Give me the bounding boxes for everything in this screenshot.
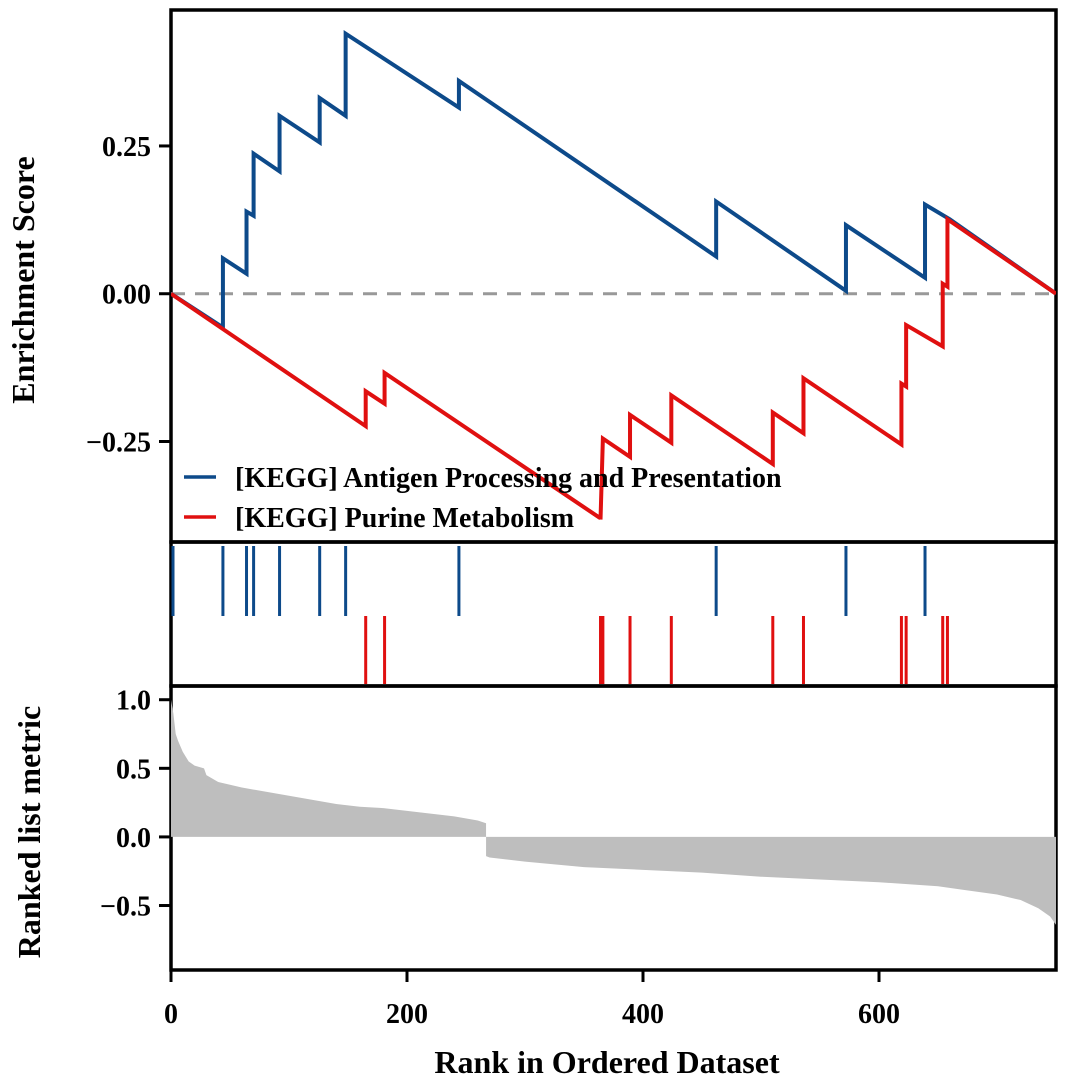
x-tick-label: 200	[386, 999, 428, 1030]
legend-label-antigen: [KEGG] Antigen Processing and Presentati…	[235, 463, 782, 494]
ranked-metric-y-axis: 1.0 0.5 0.0 −0.5	[100, 686, 171, 923]
ranked-metric-y-tick-label: −0.5	[100, 892, 151, 923]
enrichment-y-axis-title: Enrichment Score	[5, 156, 41, 403]
ranked-metric-y-tick-label: 0.5	[116, 754, 151, 785]
ranked-metric-y-tick-label: 0.0	[116, 823, 151, 854]
ranked-metric-area	[171, 699, 1056, 925]
enrichment-line-purine	[171, 215, 1056, 521]
enrichment-lines-layer	[171, 29, 1056, 521]
hits-panel-frame	[169, 540, 1058, 688]
enrichment-line-antigen	[171, 29, 1056, 332]
enrichment-y-tick-label: 0.25	[102, 132, 151, 163]
hit-markers-layer	[171, 546, 949, 684]
x-tick-label: 600	[858, 999, 900, 1030]
x-tick-label: 400	[622, 999, 664, 1030]
enrichment-y-tick-label: −0.25	[86, 428, 151, 459]
enrichment-y-axis: 0.25 0.00 −0.25	[86, 132, 171, 459]
ranked-metric-area-layer	[171, 699, 1056, 925]
x-axis-title: Rank in Ordered Dataset	[434, 1044, 780, 1080]
legend-label-purine: [KEGG] Purine Metabolism	[235, 503, 574, 534]
ranked-metric-y-tick-label: 1.0	[116, 686, 151, 717]
ranked-metric-y-axis-title: Ranked list metric	[11, 706, 47, 958]
legend: [KEGG] Antigen Processing and Presentati…	[184, 463, 782, 534]
x-axis: 0 200 400 600	[164, 970, 900, 1030]
x-tick-label: 0	[164, 999, 178, 1030]
enrichment-y-tick-label: 0.00	[102, 280, 151, 311]
